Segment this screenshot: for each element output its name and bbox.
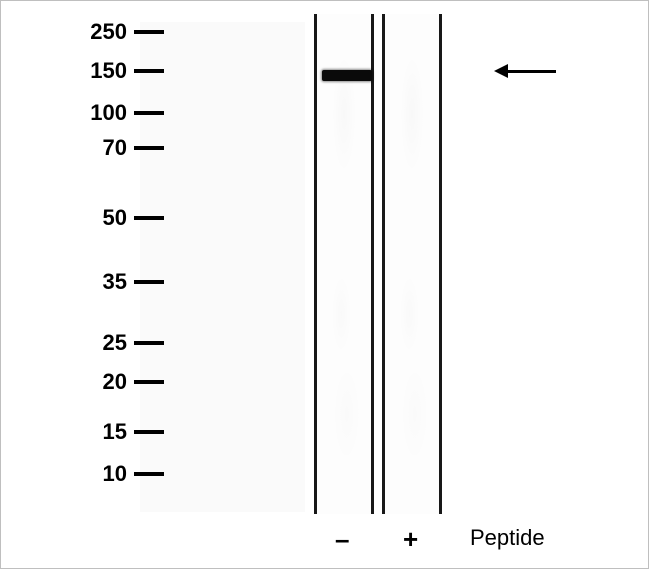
ladder-label-50: 50 xyxy=(103,205,127,231)
ladder-label-250: 250 xyxy=(90,19,127,45)
ladder-label-70: 70 xyxy=(103,135,127,161)
ladder-tick-15 xyxy=(134,430,164,434)
lanes-area xyxy=(314,14,484,514)
membrane-noise xyxy=(385,14,439,514)
ladder-tick-20 xyxy=(134,380,164,384)
ladder-tick-250 xyxy=(134,30,164,34)
ladder-label-150: 150 xyxy=(90,58,127,84)
ladder-tick-50 xyxy=(134,216,164,220)
western-blot-figure: { "figure": { "type": "western_blot", "w… xyxy=(0,0,650,570)
lane-plus xyxy=(382,14,442,514)
arrow-head-icon xyxy=(494,64,508,78)
membrane-noise xyxy=(317,14,371,514)
ladder-label-20: 20 xyxy=(103,369,127,395)
ladder-label-35: 35 xyxy=(103,269,127,295)
peptide-text-label: Peptide xyxy=(470,525,545,551)
lane-label-minus: – xyxy=(335,524,349,555)
arrow-shaft xyxy=(506,70,556,73)
ladder-tick-70 xyxy=(134,146,164,150)
ladder-background xyxy=(140,22,305,512)
lane-minus xyxy=(314,14,374,514)
ladder-label-25: 25 xyxy=(103,330,127,356)
ladder-tick-150 xyxy=(134,69,164,73)
band-minus-0 xyxy=(322,70,372,81)
ladder-label-10: 10 xyxy=(103,461,127,487)
ladder-label-15: 15 xyxy=(103,419,127,445)
lane-label-plus: + xyxy=(403,524,418,555)
ladder-tick-100 xyxy=(134,111,164,115)
ladder-label-100: 100 xyxy=(90,100,127,126)
ladder-tick-10 xyxy=(134,472,164,476)
ladder-tick-25 xyxy=(134,341,164,345)
band-indicator-arrow xyxy=(494,64,556,78)
ladder-tick-35 xyxy=(134,280,164,284)
